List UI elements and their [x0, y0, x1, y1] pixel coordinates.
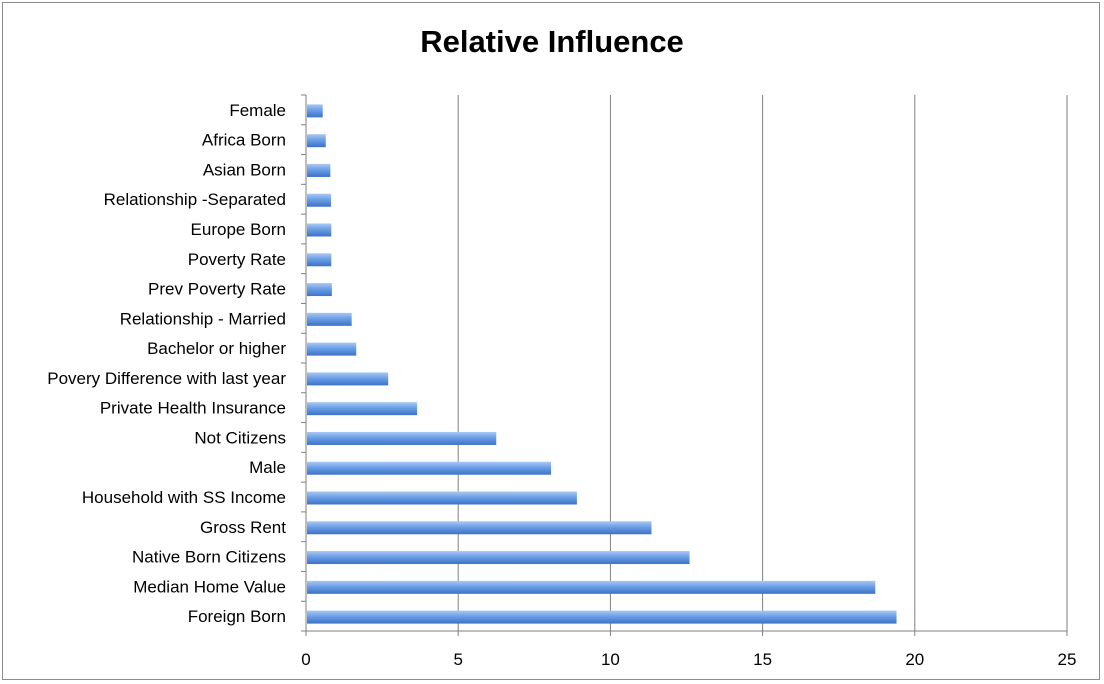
category-labels: Female Africa Born Asian Born Relationship …	[47, 101, 286, 626]
bar	[307, 431, 497, 445]
bar	[307, 372, 389, 386]
bar	[307, 402, 418, 416]
chart-title: Relative Influence	[420, 24, 684, 59]
x-tick-label: 10	[601, 650, 620, 669]
category-label: Median Home Value	[133, 577, 286, 596]
bar	[307, 580, 876, 594]
category-label: Not Citizens	[194, 428, 286, 447]
category-label: Prev Poverty Rate	[148, 280, 286, 299]
bars	[307, 104, 897, 624]
category-label: Native Born Citizens	[132, 548, 286, 567]
bar	[307, 104, 323, 118]
category-label: Private Health Insurance	[100, 399, 286, 418]
x-tick-label: 0	[301, 650, 310, 669]
category-label: Male	[249, 458, 286, 477]
bar	[307, 491, 577, 505]
bar	[307, 521, 652, 535]
category-label: Europe Born	[191, 220, 286, 239]
category-label: Asian Born	[203, 160, 286, 179]
category-label: Relationship - Married	[120, 309, 286, 328]
bar	[307, 253, 332, 267]
category-label: Povery Difference with last year	[47, 369, 286, 388]
bar	[307, 223, 332, 237]
bar	[307, 312, 352, 326]
bar	[307, 134, 326, 148]
category-label: Household with SS Income	[82, 488, 286, 507]
category-label: Female	[229, 101, 286, 120]
bar	[307, 461, 552, 475]
category-label: Bachelor or higher	[147, 339, 286, 358]
tick-labels: 0 5 10 15 20 25	[301, 650, 1076, 669]
bar	[307, 283, 332, 297]
bar	[307, 610, 897, 624]
gridlines	[457, 95, 1068, 631]
x-tick-label: 15	[753, 650, 772, 669]
x-tick-label: 5	[453, 650, 462, 669]
category-label: Poverty Rate	[188, 250, 286, 269]
category-label: Africa Born	[202, 131, 286, 150]
category-label: Gross Rent	[200, 518, 286, 537]
category-label: Foreign Born	[188, 607, 286, 626]
x-tick-label: 20	[905, 650, 924, 669]
bar	[307, 551, 690, 565]
category-label: Relationship -Separated	[104, 190, 286, 209]
bar	[307, 193, 331, 207]
bar	[307, 163, 331, 177]
axes	[301, 94, 1068, 636]
x-tick-label: 25	[1058, 650, 1077, 669]
bar	[307, 342, 357, 356]
